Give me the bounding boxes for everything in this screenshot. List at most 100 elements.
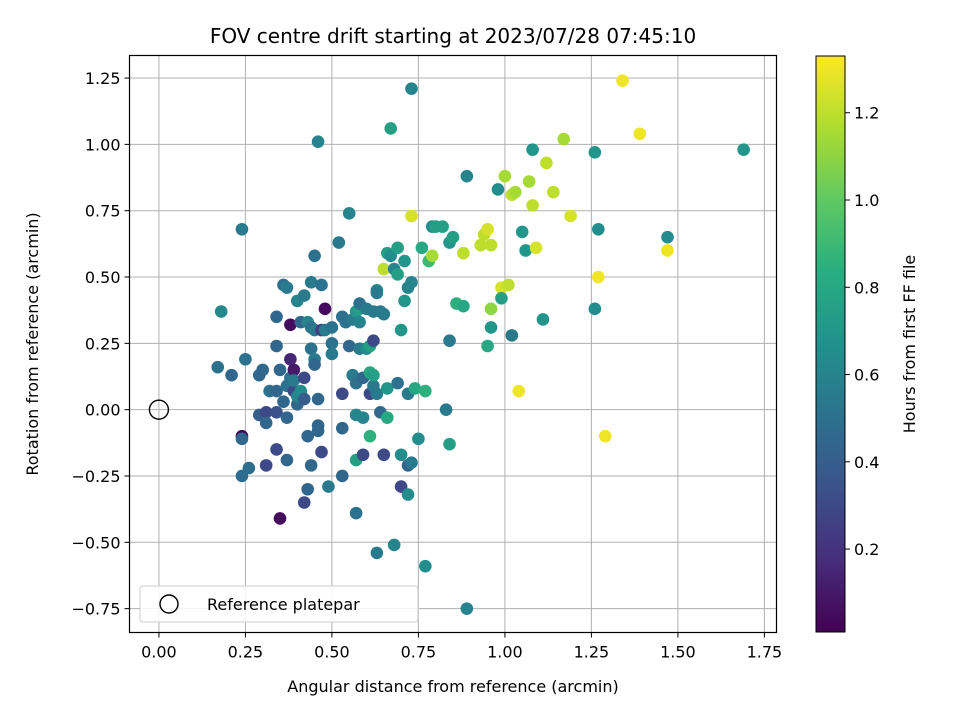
data-point <box>335 469 349 483</box>
data-point <box>270 443 283 456</box>
data-point <box>380 382 394 395</box>
data-point <box>335 387 349 401</box>
data-point <box>280 453 294 467</box>
data-point <box>508 185 522 199</box>
data-point <box>398 294 411 308</box>
data-point <box>284 318 297 332</box>
data-point <box>304 276 318 289</box>
data-point <box>370 286 384 300</box>
x-axis-ticks: 0.00 0.25 0.50 0.75 1.00 1.25 1.50 1.75 <box>141 632 783 662</box>
data-point <box>356 411 370 424</box>
data-point <box>526 143 539 156</box>
data-point <box>405 276 418 289</box>
data-point <box>661 230 674 244</box>
data-point <box>363 429 377 443</box>
y-axis-label: Rotation from reference (arcmin) <box>23 212 42 475</box>
data-point <box>592 222 605 236</box>
data-point <box>484 238 498 252</box>
data-point <box>273 512 287 525</box>
data-point <box>588 302 602 316</box>
legend-box <box>139 585 419 623</box>
data-point <box>460 169 474 183</box>
colorbar-tick-label: 0.6 <box>854 366 879 385</box>
data-point <box>325 321 339 334</box>
y-tick-label: 0.75 <box>85 202 121 221</box>
x-tick-label: 1.25 <box>574 643 610 662</box>
data-point <box>460 602 474 615</box>
data-point <box>367 334 380 347</box>
data-point <box>367 368 380 382</box>
data-point <box>311 419 325 432</box>
data-point <box>349 506 363 520</box>
data-point <box>425 249 439 263</box>
data-point <box>536 313 550 326</box>
data-point <box>495 291 508 305</box>
data-point <box>391 268 404 281</box>
y-tick-label: 0.00 <box>85 401 121 420</box>
data-point <box>419 559 432 573</box>
data-point <box>259 406 273 419</box>
data-point <box>491 183 505 196</box>
colorbar-tick-label: 0.2 <box>854 540 879 559</box>
x-tick-label: 0.75 <box>401 643 437 662</box>
legend-label: Reference platepar <box>207 595 360 614</box>
data-point <box>457 299 470 313</box>
data-point <box>446 230 460 244</box>
x-tick-label: 1.50 <box>660 643 696 662</box>
data-point <box>342 339 356 353</box>
data-point <box>498 169 512 183</box>
data-point <box>394 323 408 337</box>
data-point <box>284 352 297 366</box>
y-tick-label: 1.00 <box>85 135 121 154</box>
data-point <box>325 337 339 350</box>
data-point <box>391 241 404 255</box>
y-tick-label: 1.25 <box>85 69 121 88</box>
data-point <box>592 270 605 284</box>
data-point <box>436 220 449 233</box>
data-point <box>515 225 529 239</box>
data-point <box>519 244 532 257</box>
data-point <box>322 480 335 493</box>
data-point <box>408 382 422 395</box>
colorbar-tick-label: 0.8 <box>854 278 879 297</box>
data-point <box>304 459 318 472</box>
data-point <box>557 132 571 146</box>
data-point <box>502 278 515 292</box>
data-point <box>405 456 418 470</box>
x-tick-label: 0.50 <box>314 643 350 662</box>
data-point <box>225 368 238 382</box>
data-point <box>737 143 750 156</box>
data-point <box>412 432 425 446</box>
data-point <box>239 352 252 366</box>
data-point <box>394 448 408 462</box>
x-axis-label: Angular distance from reference (arcmin) <box>287 677 618 696</box>
data-point <box>335 421 349 435</box>
data-point <box>301 429 314 443</box>
data-point <box>256 363 270 377</box>
colorbar-tick-label: 1.2 <box>854 104 879 123</box>
data-point <box>380 411 394 424</box>
data-point <box>387 538 401 552</box>
data-point <box>311 135 325 149</box>
data-point <box>297 371 311 385</box>
data-point <box>242 461 256 475</box>
y-tick-label: −0.25 <box>71 467 120 486</box>
data-point <box>277 395 290 409</box>
x-tick-label: 1.75 <box>747 643 783 662</box>
y-tick-label: 0.25 <box>85 334 121 353</box>
data-point <box>332 236 346 249</box>
data-point <box>484 321 498 334</box>
data-point <box>308 249 321 263</box>
data-point <box>443 334 456 347</box>
data-point <box>308 358 321 371</box>
data-point <box>415 241 429 255</box>
data-point <box>270 406 283 419</box>
data-point <box>457 246 470 260</box>
data-point <box>564 209 577 223</box>
data-point <box>311 392 325 406</box>
y-tick-label: −0.75 <box>71 600 120 619</box>
colorbar-label: Hours from first FF file <box>900 255 919 434</box>
chart-title: FOV centre drift starting at 2023/07/28 … <box>210 24 696 48</box>
colorbar-tick-label: 0.4 <box>854 453 879 472</box>
